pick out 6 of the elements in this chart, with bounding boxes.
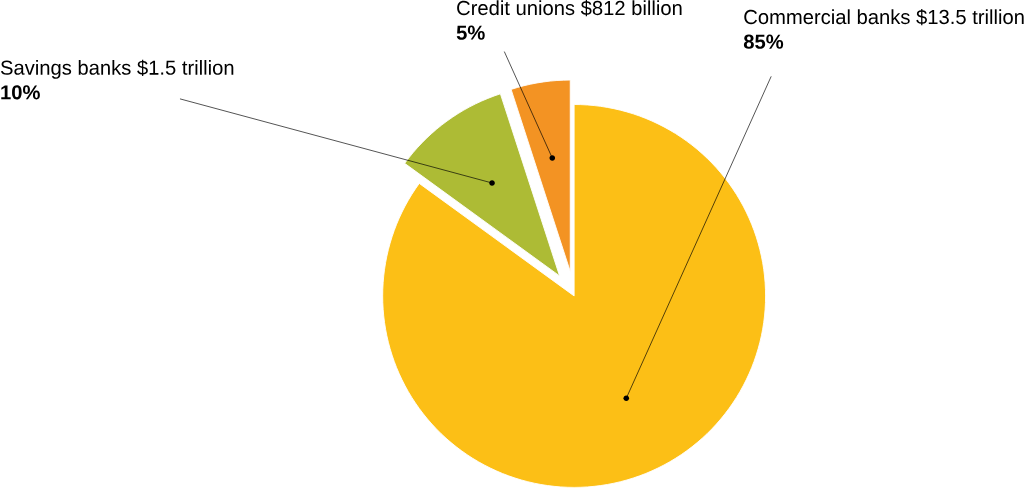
data-label: 5% <box>456 25 485 40</box>
slice-label: Commercial banks $13.5 trillion <box>744 9 1024 26</box>
data-label: 85% <box>743 34 784 49</box>
slice-label: Savings banks $1.5 trillion <box>0 59 234 79</box>
data-label: 10% <box>1 85 40 100</box>
slice-label: Credit unions $812 billion <box>457 0 682 17</box>
